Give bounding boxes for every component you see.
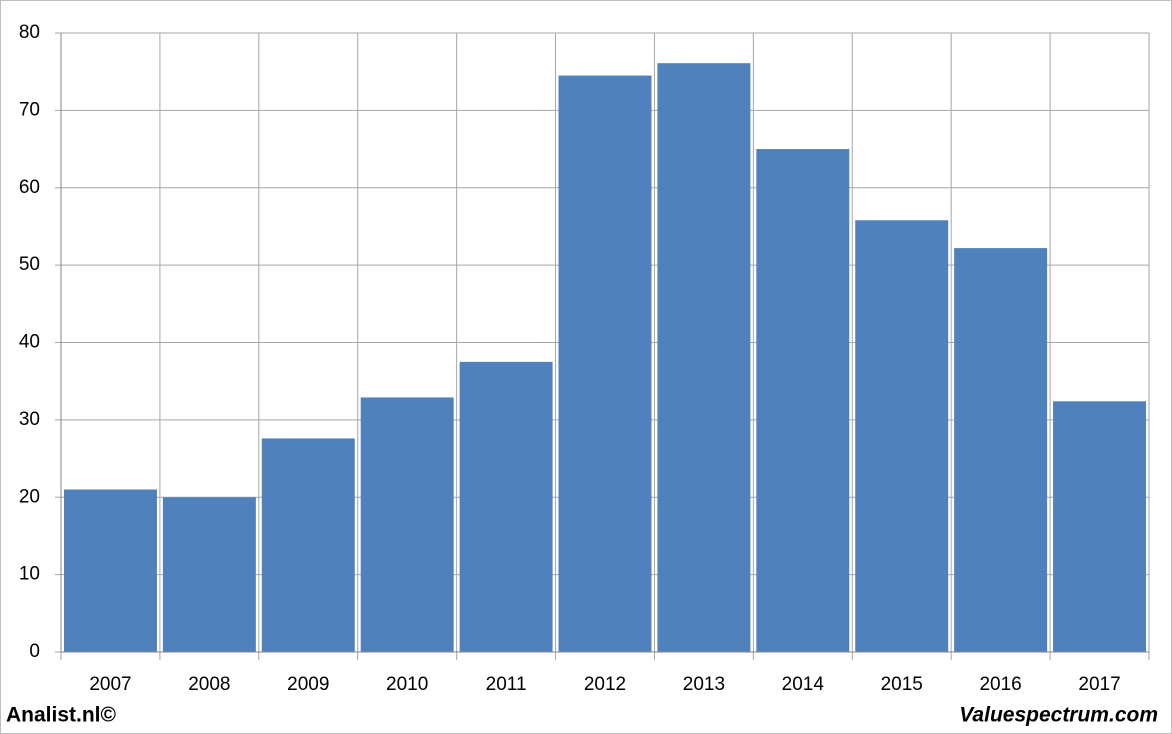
footer-left: Analist.nl© [6, 704, 117, 727]
bar [756, 149, 850, 652]
x-tick-label: 2011 [486, 674, 527, 695]
bar [954, 248, 1048, 653]
bar [855, 220, 949, 652]
bar [63, 489, 157, 652]
x-tick-label: 2016 [979, 674, 1021, 695]
bar [459, 361, 553, 652]
y-tick-label: 80 [19, 22, 40, 43]
y-tick-label: 30 [19, 409, 40, 430]
x-tick-label: 2014 [782, 674, 825, 695]
x-tick-label: 2015 [881, 674, 923, 695]
bar [261, 438, 355, 652]
y-tick-label: 40 [19, 332, 40, 353]
bar [657, 63, 751, 652]
x-tick-label: 2012 [584, 674, 626, 695]
bar [162, 497, 256, 652]
y-tick-label: 10 [19, 564, 40, 585]
x-tick-label: 2008 [188, 674, 230, 695]
bar [360, 397, 454, 652]
x-tick-label: 2007 [89, 674, 131, 695]
y-tick-label: 0 [29, 641, 40, 662]
x-tick-label: 2009 [287, 674, 329, 695]
y-tick-label: 50 [19, 254, 40, 275]
y-tick-label: 20 [19, 486, 40, 507]
y-tick-label: 70 [19, 99, 40, 120]
y-tick-label: 60 [19, 177, 40, 198]
bar [558, 75, 652, 652]
footer-right: Valuespectrum.com [959, 704, 1158, 727]
x-tick-label: 2013 [683, 674, 725, 695]
x-tick-label: 2017 [1078, 674, 1120, 695]
bar [1053, 401, 1147, 652]
x-tick-label: 2010 [386, 674, 428, 695]
